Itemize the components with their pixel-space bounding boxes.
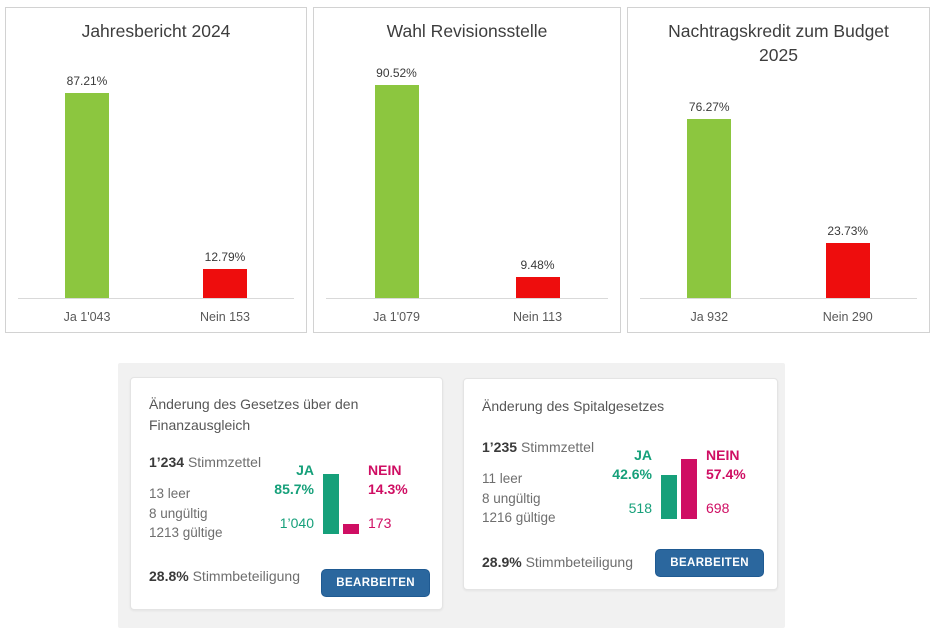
no-column: NEIN 14.3% 173 <box>359 462 411 534</box>
vote-card-spitalgesetz: Änderung des Spitalgesetzes 1’235 Stimmz… <box>463 378 778 590</box>
yes-no-mini-chart: JA 42.6% 518 NEIN 57.4% 698 <box>609 447 749 519</box>
ballots-line: 1’234 Stimmzettel <box>149 454 261 470</box>
turnout-percent: 28.8% <box>149 568 189 584</box>
vote-card-title: Änderung des Gesetzes über den Finanzaus… <box>149 396 359 433</box>
yes-bar <box>661 474 677 519</box>
yes-label: JA <box>634 447 652 463</box>
no-column: NEIN 57.4% 698 <box>697 447 749 519</box>
ballots-count: 1’235 <box>482 439 518 455</box>
ballot-stats: 13 leer 8 ungültig 1213 gültige <box>149 484 223 543</box>
ja-bar-slot: 76.27% <box>640 100 779 299</box>
stat-gueltige: 1216 gültige <box>482 510 556 525</box>
nein-bar-slot: 23.73% <box>779 224 918 299</box>
category-label: Nein 113 <box>512 310 563 324</box>
chart-card-nachtragskredit: Nachtragskredit zum Budget 2025 76.27% 23… <box>627 7 930 333</box>
yes-label: JA <box>296 462 314 478</box>
bearbeiten-button[interactable]: BEARBEITEN <box>321 569 430 597</box>
stat-leer: 13 leer <box>149 486 191 501</box>
no-bar <box>681 459 697 519</box>
ballots-line: 1’235 Stimmzettel <box>482 439 594 455</box>
x-axis-ticks: Ja 1'043 Nein 153 <box>18 310 294 324</box>
chart-card-wahl-revisionsstelle: Wahl Revisionsstelle 90.52% 9.48% Ja 1'07… <box>313 7 621 333</box>
stat-leer: 11 leer <box>482 471 523 486</box>
ballots-label: Stimmzettel <box>187 454 262 470</box>
turnout-line: 28.8% Stimmbeteiligung <box>149 568 300 584</box>
no-count: 698 <box>706 500 730 516</box>
stat-ungueltig: 8 ungültig <box>149 505 208 521</box>
x-axis-ticks: Ja 1'079 Nein 113 <box>326 310 608 324</box>
yes-percent: 42.6% <box>612 466 652 482</box>
ja-bar <box>374 85 419 299</box>
results-panel: Änderung des Gesetzes über den Finanzaus… <box>118 363 785 628</box>
no-count: 173 <box>368 515 392 531</box>
bar-value-label: 90.52% <box>376 66 417 81</box>
category-label: Ja 1'043 <box>63 310 111 324</box>
bar-value-label: 87.21% <box>66 74 108 89</box>
no-bar <box>343 524 359 534</box>
category-label: Ja 1'079 <box>373 310 420 324</box>
yes-column: JA 42.6% 518 <box>609 447 661 519</box>
ja-bar <box>65 93 109 299</box>
bearbeiten-button[interactable]: BEARBEITEN <box>655 549 764 577</box>
x-axis-line <box>640 298 917 299</box>
chart-title: Wahl Revisionsstelle <box>386 21 548 41</box>
turnout-line: 28.9% Stimmbeteiligung <box>482 554 633 570</box>
yes-no-mini-chart: JA 85.7% 1’040 NEIN 14.3% 173 <box>271 462 411 534</box>
ja-bar <box>687 119 732 299</box>
chart-card-jahresbericht: Jahresbericht 2024 87.21% 12.79% Ja 1'043… <box>5 7 307 333</box>
turnout-percent: 28.9% <box>482 554 522 570</box>
yes-count: 1’040 <box>279 515 314 531</box>
nein-bar <box>825 243 870 299</box>
bar-plot-area: 87.21% 12.79% <box>18 63 294 299</box>
ballots-count: 1’234 <box>149 454 185 470</box>
mini-bars <box>323 462 359 534</box>
x-axis-line <box>326 298 608 299</box>
stat-gueltige: 1213 gültige <box>149 525 223 540</box>
bar-value-label: 23.73% <box>827 224 869 238</box>
nein-bar <box>203 268 247 299</box>
category-label: Nein 153 <box>199 310 251 324</box>
turnout-label: Stimmbeteiligung <box>192 568 300 584</box>
yes-column: JA 85.7% 1’040 <box>271 462 323 534</box>
chart-title: Jahresbericht 2024 <box>81 21 231 41</box>
turnout-label: Stimmbeteiligung <box>525 554 633 570</box>
category-label: Nein 290 <box>822 310 873 324</box>
nein-bar <box>515 276 560 299</box>
bar-value-label: 9.48% <box>520 257 555 272</box>
mini-bars <box>661 447 697 519</box>
yes-count: 518 <box>628 500 652 516</box>
yes-bar <box>323 474 339 534</box>
nein-bar-slot: 9.48% <box>467 258 608 299</box>
bar-value-label: 76.27% <box>688 100 730 114</box>
ja-bar-slot: 87.21% <box>18 74 156 299</box>
x-axis-line <box>18 298 294 299</box>
no-label: NEIN <box>368 462 402 478</box>
ja-bar-slot: 90.52% <box>326 66 467 299</box>
stat-ungueltig: 8 ungültig <box>482 490 541 506</box>
bar-plot-area: 76.27% 23.73% <box>640 63 917 299</box>
no-percent: 14.3% <box>368 481 408 497</box>
yes-percent: 85.7% <box>274 481 314 497</box>
ballots-label: Stimmzettel <box>520 439 595 455</box>
bar-plot-area: 90.52% 9.48% <box>326 63 608 299</box>
no-label: NEIN <box>706 447 740 463</box>
chart-title: Nachtragskredit zum Budget 2025 <box>668 21 889 65</box>
x-axis-ticks: Ja 932 Nein 290 <box>640 310 917 324</box>
no-percent: 57.4% <box>706 466 746 482</box>
nein-bar-slot: 12.79% <box>156 250 294 299</box>
bar-value-label: 12.79% <box>204 249 246 264</box>
vote-card-finanzausgleich: Änderung des Gesetzes über den Finanzaus… <box>130 377 443 610</box>
category-label: Ja 932 <box>690 310 729 324</box>
ballot-stats: 11 leer 8 ungültig 1216 gültige <box>482 469 556 528</box>
vote-card-title: Änderung des Spitalgesetzes <box>482 398 665 414</box>
